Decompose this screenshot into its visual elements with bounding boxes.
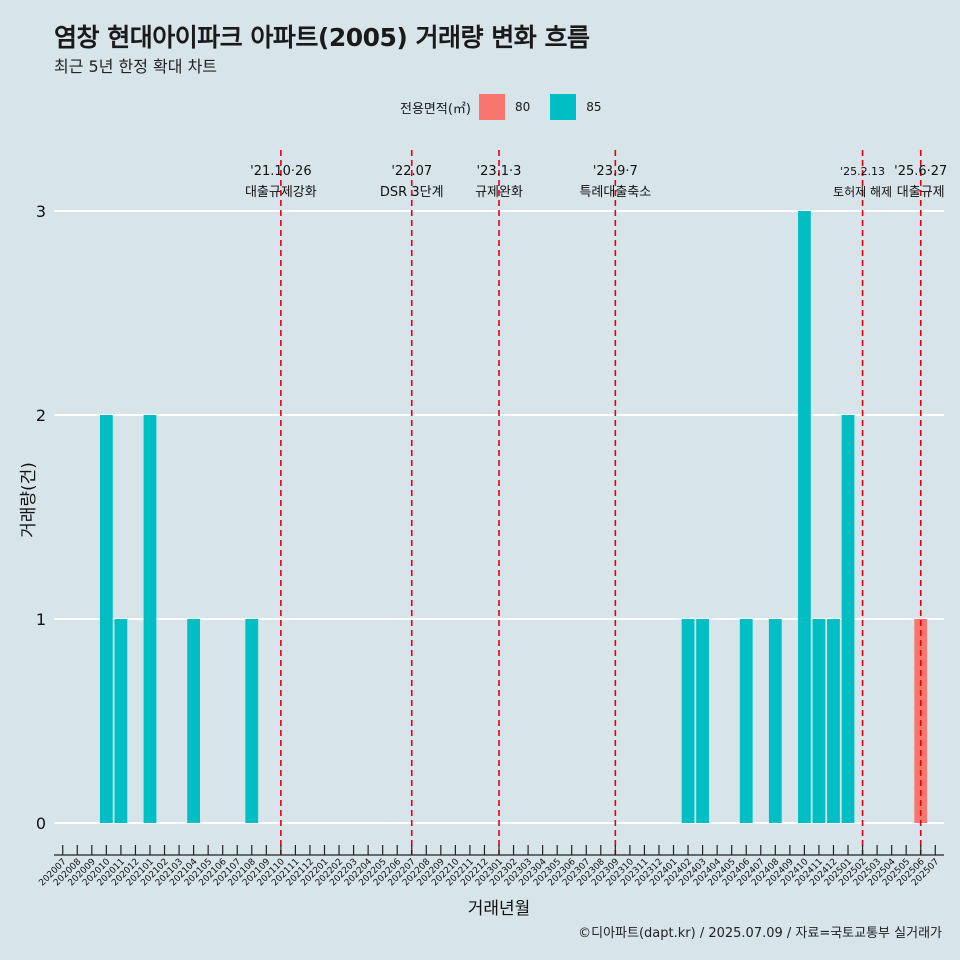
legend: 전용면적(㎡) 80 85	[400, 92, 622, 122]
event-name-label: 대출규제	[897, 185, 945, 200]
legend-label-85: 85	[586, 100, 602, 114]
bar-85-202406	[739, 619, 753, 823]
legend-swatch-80	[478, 94, 505, 120]
legend-label-80: 80	[514, 100, 531, 114]
bar-85-202101	[143, 415, 157, 823]
legend-title: 전용면적(㎡)	[400, 101, 471, 117]
event-date-label: '23.1·3	[477, 164, 522, 179]
legend-swatch-85	[550, 94, 577, 120]
bar-85-202011	[114, 619, 128, 823]
event-name-label: 토허제 해제	[833, 185, 892, 199]
event-name-label: 규제완화	[475, 185, 523, 200]
event-name-label: 대출규제강화	[245, 185, 317, 200]
bar-85-202412	[827, 619, 840, 823]
y-tick-label: 3	[36, 202, 46, 221]
y-tick-label: 0	[36, 814, 46, 833]
x-axis-title: 거래년월	[468, 899, 531, 919]
event-date-label: '23.9·7	[593, 164, 638, 179]
event-name-label: DSR 3단계	[380, 185, 444, 200]
chart-title: 염창 현대아이파크 아파트(2005) 거래량 변화 흐름	[54, 23, 590, 52]
bar-85-202402	[681, 619, 695, 823]
bar-85-202104	[187, 619, 201, 823]
bar-85-202108	[245, 619, 259, 823]
event-date-label: '25.2.13	[840, 165, 885, 178]
bar-85-202501	[841, 415, 855, 823]
y-tick-label: 1	[36, 610, 46, 629]
y-tick-label: 2	[36, 406, 46, 425]
bar-85-202410	[797, 211, 811, 823]
footer-credit: ©디아파트(dapt.kr) / 2025.07.09 / 자료=국토교통부 실…	[578, 926, 942, 941]
bar-85-202403	[696, 619, 709, 823]
event-date-label: '22.07	[391, 164, 432, 179]
bar-85-202408	[768, 619, 782, 823]
bar-85-202010	[99, 415, 113, 823]
y-axis-title: 거래량(건)	[19, 462, 39, 538]
event-date-label: '21.10·26	[250, 164, 311, 179]
event-date-label: '25.6·27	[894, 164, 947, 179]
event-name-label: 특례대출축소	[579, 185, 651, 200]
bar-85-202411	[812, 619, 826, 823]
chart-subtitle: 최근 5년 한정 확대 차트	[54, 57, 218, 76]
